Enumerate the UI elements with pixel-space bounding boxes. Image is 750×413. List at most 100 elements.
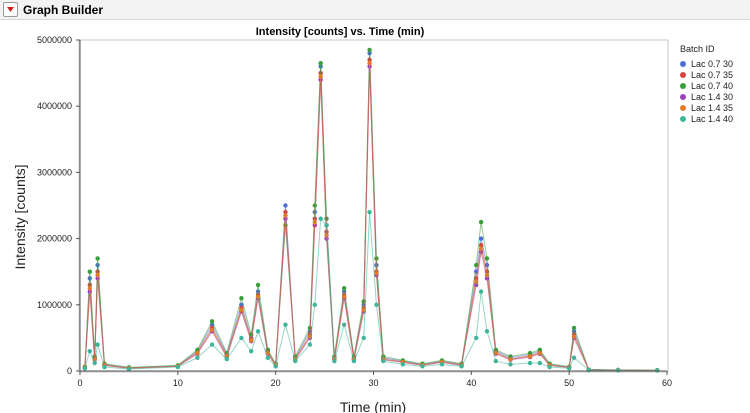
- window-title: Graph Builder: [23, 2, 104, 17]
- series-line-segment: [422, 359, 443, 365]
- legend-label: Lac 1.4 40: [691, 113, 734, 124]
- data-point: [478, 219, 484, 225]
- data-point: [341, 294, 347, 300]
- series-line-segment: [97, 274, 105, 366]
- legend-item[interactable]: Lac 0.7 35: [680, 69, 748, 80]
- series-line-segment: [441, 361, 462, 366]
- y-axis: 0 1000000 2000000 3000000 4000000 5000000: [37, 35, 81, 376]
- series-line-segment: [375, 304, 384, 362]
- series-line-segment: [275, 324, 286, 367]
- data-point: [655, 368, 660, 373]
- series-line-segment: [441, 359, 462, 365]
- series-line-segment: [128, 366, 178, 370]
- data-point: [283, 322, 288, 327]
- series-line-segment: [267, 352, 277, 366]
- series-line-segment: [422, 363, 443, 367]
- data-point: [493, 358, 498, 364]
- legend-marker-icon: [680, 82, 686, 89]
- plot-points: [82, 47, 660, 373]
- series-line-segment: [226, 309, 242, 357]
- series-line-segment: [250, 296, 259, 341]
- series-line-segment: [97, 344, 105, 368]
- y-tick-label: 1000000: [37, 300, 72, 310]
- series-line-segment: [196, 321, 213, 351]
- series-line-segment: [383, 358, 403, 363]
- y-tick-label: 4000000: [37, 101, 72, 111]
- series-line-segment: [461, 337, 477, 367]
- series-line-segment: [309, 304, 316, 345]
- series-line-segment: [383, 355, 403, 361]
- series-line-segment: [475, 221, 482, 266]
- series-5: [82, 209, 660, 373]
- disclosure-toggle-icon[interactable]: [3, 2, 18, 17]
- legend-item[interactable]: Lac 1.4 40: [680, 113, 748, 124]
- data-point: [374, 270, 379, 276]
- series-line-segment: [539, 352, 550, 366]
- data-point: [478, 236, 484, 241]
- series-line-segment: [284, 324, 296, 362]
- data-point: [351, 358, 357, 364]
- series-line-segment: [495, 352, 511, 360]
- data-point: [478, 289, 484, 294]
- legend-item[interactable]: Lac 0.7 40: [680, 80, 748, 91]
- series-line-segment: [480, 248, 488, 276]
- plot-frame: [78, 39, 669, 373]
- series-line-segment: [402, 363, 423, 367]
- title-bar: Graph Builder: [0, 0, 750, 20]
- data-point: [95, 342, 100, 347]
- x-tick-label: 40: [466, 378, 476, 388]
- series-line-segment: [573, 327, 590, 370]
- x-tick-label: 10: [173, 378, 183, 388]
- series-line-segment: [275, 215, 286, 366]
- data-point: [537, 360, 543, 366]
- series-line-segment: [510, 362, 531, 365]
- series-line-segment: [128, 365, 178, 369]
- series-line-segment: [333, 324, 345, 362]
- series-line-segment: [480, 291, 488, 332]
- series-line-segment: [486, 331, 497, 362]
- series-line-segment: [343, 324, 355, 362]
- series-line-segment: [510, 353, 531, 359]
- series-line-segment: [104, 363, 129, 368]
- data-point: [318, 74, 323, 79]
- series-line-segment: [383, 360, 403, 365]
- legend-label: Lac 0.7 40: [691, 80, 734, 91]
- x-tick-label: 50: [564, 378, 574, 388]
- data-point: [484, 256, 490, 261]
- series-line-segment: [343, 296, 355, 360]
- x-axis: 0 10 20 30 40 50 60: [77, 370, 672, 388]
- series-line-segment: [89, 288, 96, 360]
- series-line-segment: [326, 225, 335, 362]
- series-line-segment: [240, 298, 252, 335]
- series-line-segment: [549, 363, 570, 368]
- series-line-segment: [257, 331, 269, 358]
- series-line-segment: [573, 336, 590, 371]
- series-line-segment: [568, 336, 575, 368]
- legend-item[interactable]: Lac 1.4 35: [680, 102, 748, 113]
- legend-title: Batch ID: [680, 44, 715, 54]
- data-point: [255, 329, 261, 334]
- data-point: [209, 319, 215, 324]
- series-line-segment: [402, 360, 423, 365]
- series-line-segment: [177, 349, 198, 366]
- chart-title: Intensity [counts] vs. Time (min): [256, 26, 425, 38]
- legend-label: Lac 0.7 35: [691, 69, 734, 80]
- series-line-segment: [549, 366, 570, 369]
- series-line-segment: [402, 359, 423, 365]
- series-line-segment: [128, 364, 178, 368]
- x-tick-label: 20: [271, 378, 281, 388]
- chart-canvas: Intensity [counts] vs. Time (min) 0 10000…: [12, 26, 672, 413]
- series-line-segment: [94, 344, 99, 364]
- legend-marker-icon: [680, 115, 686, 122]
- series-line-segment: [480, 238, 488, 266]
- data-point: [478, 246, 484, 251]
- legend-label: Lac 0.7 30: [691, 58, 734, 69]
- data-point: [484, 329, 490, 334]
- legend-item[interactable]: Lac 1.4 30: [680, 91, 748, 102]
- series-line-segment: [495, 349, 511, 357]
- series-line-segment: [294, 331, 311, 359]
- legend-marker-icon: [680, 93, 686, 100]
- series-line-segment: [422, 361, 443, 366]
- legend-item[interactable]: Lac 0.7 30: [680, 58, 748, 69]
- series-line-segment: [549, 364, 570, 369]
